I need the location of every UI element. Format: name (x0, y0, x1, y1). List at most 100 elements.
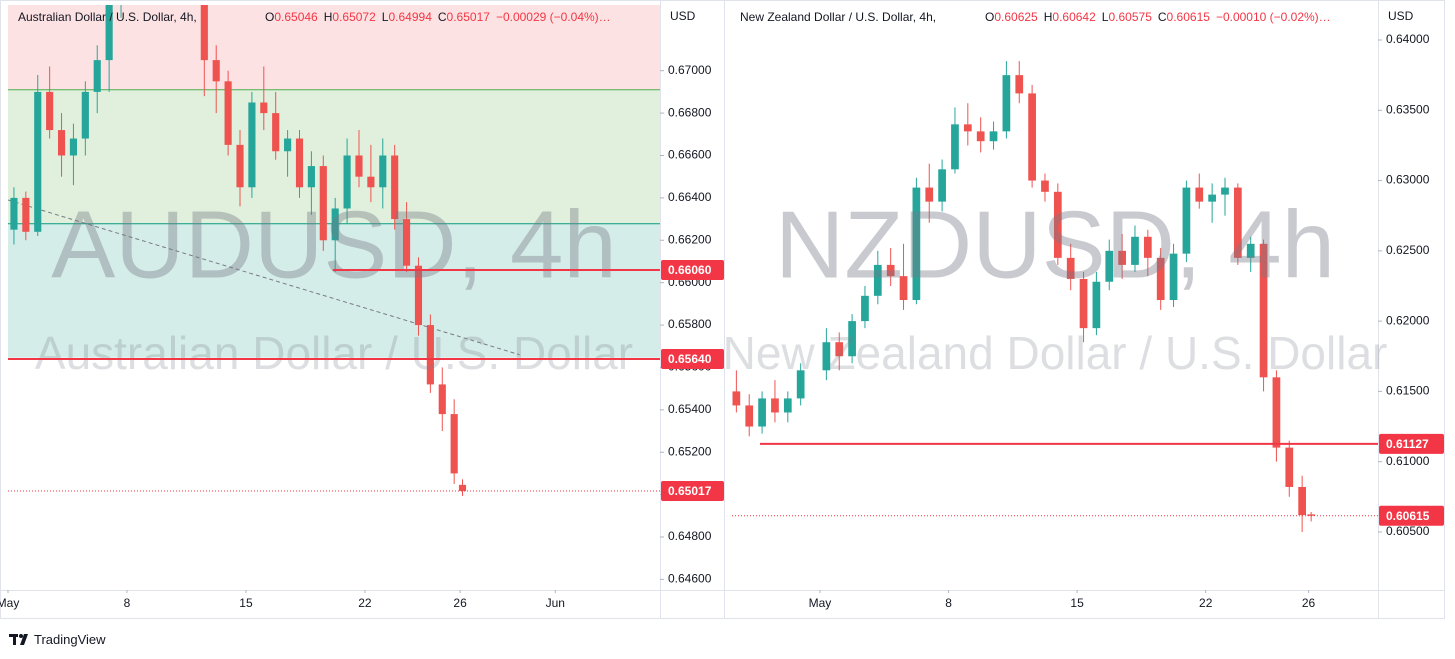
ohlc-value: 0.60615 (1166, 10, 1210, 24)
x-tick-label: 15 (239, 596, 253, 610)
y-tick-label: 0.61500 (1386, 384, 1430, 398)
candle-body (212, 60, 220, 82)
y-tick-label: 0.66800 (668, 105, 712, 119)
plot-area (8, 5, 660, 496)
brand: TradingView (34, 632, 106, 647)
price-label: 0.61127 (1386, 437, 1429, 451)
candle-body (426, 325, 434, 385)
watermark-symbol: NZDUSD, 4h (775, 191, 1335, 298)
candle-body (403, 219, 411, 266)
y-tick-label: 0.65800 (668, 317, 712, 331)
watermark-description: Australian Dollar / U.S. Dollar (35, 327, 633, 379)
ohlc-legend: O0.65046 H0.65072 L0.64994 C0.65017 −0.00029… (265, 10, 611, 24)
x-tick-label: 22 (358, 596, 372, 610)
candle-body (976, 131, 985, 142)
price-label-box (661, 481, 724, 502)
candle-body (1208, 194, 1216, 202)
candle-body (367, 176, 375, 188)
ohlc-value: 0.64994 (388, 10, 432, 24)
candle-body (1066, 257, 1075, 279)
candle-body (951, 124, 959, 170)
candle-body (1195, 187, 1204, 202)
price-label-box (661, 259, 724, 280)
price-label-box (661, 348, 724, 369)
candle-body (912, 187, 921, 301)
candle-body (1118, 250, 1126, 265)
candle-body (248, 102, 256, 188)
candle-body (1307, 514, 1315, 516)
candle-body (295, 138, 304, 188)
candle-body (822, 342, 831, 371)
candle-body (272, 113, 280, 152)
candle-body (1092, 281, 1101, 329)
candle-body (1233, 187, 1242, 258)
ohlc-key: L (1101, 10, 1109, 24)
candle-body (105, 5, 113, 61)
x-tick-label: 15 (1070, 596, 1084, 610)
axis-unit: USD (1388, 9, 1414, 23)
candle-body (1131, 236, 1139, 265)
candle-body (1079, 278, 1088, 329)
candle-body (938, 169, 946, 202)
candle-body (1041, 180, 1049, 192)
candle-body (886, 264, 895, 277)
candle-body (319, 166, 327, 241)
candle-body (391, 155, 399, 220)
candle-body (343, 155, 351, 209)
y-tick-label: 0.62000 (1386, 313, 1430, 327)
ohlc-change: −0.00010 (−0.02%)… (1215, 10, 1331, 24)
candle-body (1002, 75, 1011, 132)
candle-body (224, 81, 232, 145)
price-label: 0.60615 (1386, 509, 1430, 523)
x-tick-label: 8 (945, 596, 952, 610)
candle-body (1053, 191, 1062, 258)
ohlc-key: O (985, 10, 995, 24)
price-label-box (1379, 505, 1444, 526)
y-tick-label: 0.61000 (1386, 454, 1430, 468)
candle-body (963, 124, 972, 132)
ohlc-key: H (1043, 10, 1053, 24)
y-tick-label: 0.63500 (1386, 102, 1430, 116)
candle-body (873, 264, 882, 296)
y-tick-label: 0.63000 (1386, 173, 1430, 187)
candle-body (69, 138, 78, 156)
candle-body (284, 138, 292, 152)
y-tick-label: 0.64000 (1386, 32, 1430, 46)
candle-body (438, 384, 446, 415)
ohlc-value: 0.60642 (1052, 10, 1096, 24)
candle-body (414, 265, 423, 326)
candle-body (732, 391, 741, 406)
candle-body (1298, 486, 1306, 516)
candle-body (745, 405, 754, 427)
candle-body (331, 208, 339, 241)
candle-body (236, 144, 244, 188)
plot-area (732, 61, 1315, 532)
candle-body (796, 370, 805, 399)
tv-logo (9, 634, 28, 645)
watermark-symbol: AUDUSD, 4h (51, 191, 617, 298)
x-tick-label: 26 (453, 596, 467, 610)
chart-title: Australian Dollar / U.S. Dollar, 4h, (18, 10, 197, 24)
ohlc-legend: O0.60625 H0.60642 L0.60575 C0.60615 −0.00010… (985, 10, 1331, 24)
candle-body (458, 484, 467, 492)
ohlc-key: C (437, 10, 447, 24)
candle-body (771, 398, 779, 413)
candle-body (1285, 447, 1294, 487)
ohlc-value: 0.60625 (994, 10, 1038, 24)
ohlc-key: H (323, 10, 333, 24)
y-tick-label: 0.60500 (1386, 524, 1430, 538)
x-tick-label: Jun (546, 596, 565, 610)
candle-body (22, 197, 30, 232)
price-label: 0.66060 (668, 263, 712, 277)
y-tick-label: 0.65400 (668, 402, 712, 416)
candle-body (848, 321, 856, 357)
candle-body (861, 295, 869, 322)
ohlc-key: L (381, 10, 389, 24)
candle-body (1246, 243, 1255, 258)
candle-body (835, 342, 844, 357)
candle-body (1028, 93, 1036, 181)
candle-body (1169, 253, 1178, 301)
y-tick-label: 0.65200 (668, 444, 712, 458)
